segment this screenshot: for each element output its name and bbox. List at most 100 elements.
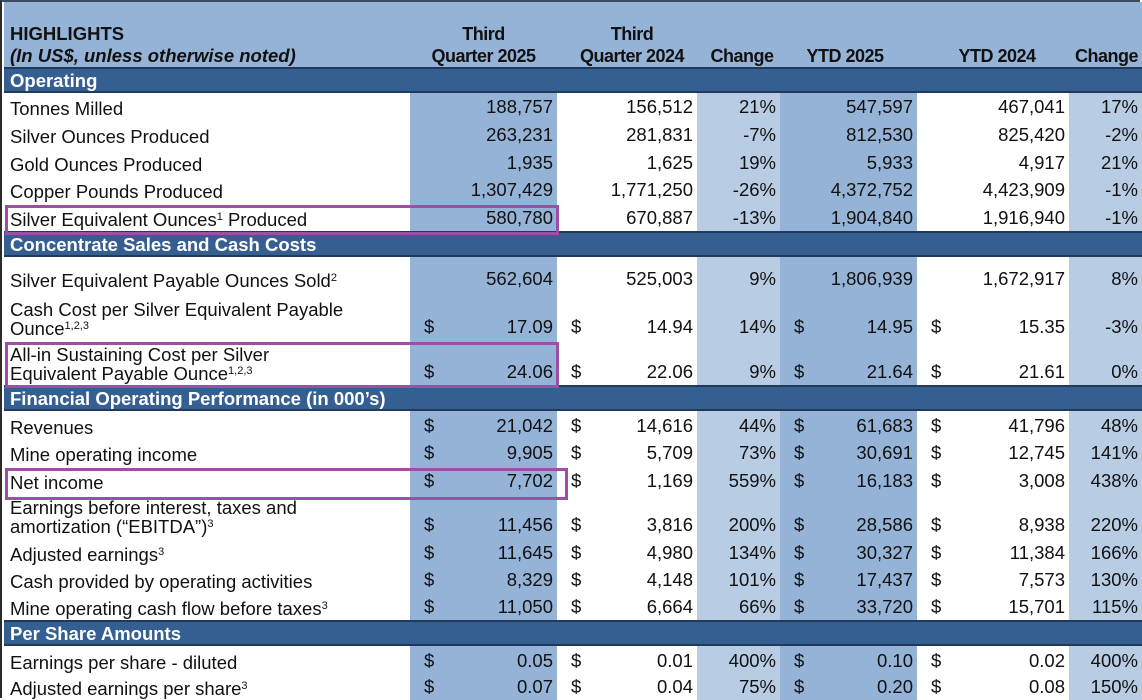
cell-value: 21%: [1100, 152, 1138, 173]
cell-value: 61,683: [856, 415, 913, 436]
cell-change-ytd: 150%: [1069, 674, 1142, 700]
cell-q3-2025: $0.05: [410, 646, 557, 674]
cell-value: 30,691: [856, 442, 913, 463]
cell-value: -1%: [1105, 179, 1138, 200]
cell-value: 0.20: [876, 676, 913, 697]
currency-symbol: $: [424, 361, 435, 382]
cell-value: 17,437: [856, 569, 913, 590]
currency-symbol: $: [931, 676, 942, 697]
cell-q3-2024: $4,148: [557, 566, 697, 593]
row-label-text: Mine operating income: [10, 445, 197, 464]
cell-value: 825,420: [998, 124, 1065, 145]
row-label-line1: Silver Equivalent Payable Ounces Sold: [10, 270, 331, 291]
cell-ytd-2024: $11,384: [917, 538, 1069, 566]
table-row-mine-operating-cash-flow-before-taxes: Mine operating cash flow before taxes3 $1…: [4, 593, 1142, 620]
row-label-text: All-in Sustaining Cost per Silver Equival…: [10, 345, 269, 383]
col-header-line1: Third: [610, 24, 654, 44]
currency-symbol: $: [794, 596, 805, 617]
cell-value: 130%: [1090, 569, 1138, 590]
cell-change-ytd: 48%: [1069, 411, 1142, 439]
cell-change-quarter: 134%: [697, 538, 780, 566]
cell-change-ytd: 166%: [1069, 538, 1142, 566]
cell-value: 21%: [738, 96, 776, 117]
cell-change-quarter: -7%: [697, 120, 780, 148]
footnote-marker: 1: [216, 211, 223, 223]
cell-change-ytd: 8%: [1069, 257, 1142, 292]
row-label-line1: Earnings before interest, taxes and: [10, 497, 297, 518]
row-label-text: Tonnes Milled: [10, 99, 123, 118]
row-label-text: Cash provided by operating activities: [10, 572, 312, 591]
footnote-marker: 2: [330, 272, 337, 284]
cell-value: 7,702: [506, 470, 553, 491]
cell-value: 30,327: [856, 542, 913, 563]
currency-symbol: $: [424, 650, 435, 671]
cell-value: 5,709: [646, 442, 693, 463]
col-header-line2: Change: [1074, 46, 1139, 66]
cell-value: 1,904,840: [830, 207, 913, 228]
cell-change-ytd: -3%: [1069, 292, 1142, 340]
header-title-block: HIGHLIGHTS (In US$, unless otherwise not…: [10, 23, 296, 67]
cell-change-ytd: 141%: [1069, 439, 1142, 466]
cell-q3-2025: $11,050: [410, 593, 557, 620]
cell-value: 400%: [1090, 650, 1138, 671]
cell-ytd-2025: $17,437: [780, 566, 917, 593]
cell-ytd-2025: 547,597: [780, 93, 917, 120]
cell-value: -26%: [732, 179, 776, 200]
cell-value: 400%: [728, 650, 776, 671]
cell-ytd-2024: $7,573: [917, 566, 1069, 593]
header-title: HIGHLIGHTS: [10, 23, 125, 44]
row-label-line1: Mine operating cash flow before taxes: [10, 598, 322, 619]
cell-value: 28,586: [856, 514, 913, 535]
row-label: Silver Equivalent Payable Ounces Sold2: [4, 257, 410, 292]
row-label: Mine operating cash flow before taxes3: [4, 593, 410, 620]
currency-symbol: $: [424, 415, 435, 436]
col-header-q3-2025: Third Quarter 2025: [410, 23, 557, 67]
cell-q3-2024: $5,709: [557, 439, 697, 466]
currency-symbol: $: [571, 569, 582, 590]
cell-change-quarter: 21%: [697, 93, 780, 120]
cell-ytd-2024: $15.35: [917, 292, 1069, 340]
cell-ytd-2024: $3,008: [917, 466, 1069, 494]
currency-symbol: $: [571, 650, 582, 671]
cell-value: 166%: [1090, 542, 1138, 563]
cell-ytd-2024: $0.08: [917, 674, 1069, 700]
currency-symbol: $: [424, 514, 435, 535]
col-header-line2: Change: [710, 46, 774, 66]
cell-value: 200%: [728, 514, 776, 535]
row-label: Gold Ounces Produced: [4, 148, 410, 176]
cell-value: 812,530: [846, 124, 913, 145]
cell-ytd-2025: $28,586: [780, 494, 917, 538]
cell-change-quarter: 200%: [697, 494, 780, 538]
currency-symbol: $: [931, 542, 942, 563]
col-header-line2: Quarter 2025: [431, 46, 536, 66]
table-row-earnings-per-share-diluted: Earnings per share - diluted $0.05 $0.01 40…: [4, 646, 1142, 674]
cell-value: 15.35: [1018, 316, 1065, 337]
cell-q3-2025: $17.09: [410, 292, 557, 340]
cell-change-ytd: 17%: [1069, 93, 1142, 120]
currency-symbol: $: [794, 676, 805, 697]
cell-change-quarter: 14%: [697, 292, 780, 340]
row-label-text: Revenues: [10, 418, 93, 437]
cell-q3-2024: 281,831: [557, 120, 697, 148]
currency-symbol: $: [571, 676, 582, 697]
currency-symbol: $: [794, 542, 805, 563]
table-row-net-income: Net income $7,702 $1,169 559% $16,183 $3,008 4…: [4, 466, 1142, 494]
row-label-line1: Net income: [10, 472, 104, 493]
cell-value: 3,008: [1018, 470, 1065, 491]
row-label-text: Copper Pounds Produced: [10, 182, 223, 201]
cell-value: 559%: [728, 470, 776, 491]
currency-symbol: $: [424, 470, 435, 491]
cell-change-quarter: -26%: [697, 176, 780, 203]
cell-value: 12,745: [1008, 442, 1065, 463]
table-row-copper-pounds-produced: Copper Pounds Produced 1,307,429 1,771,250…: [4, 176, 1142, 203]
cell-value: 141%: [1090, 442, 1138, 463]
table-row-silver-equivalent-ounces: Silver Equivalent Ounces1 Produced 580,78…: [4, 203, 1142, 231]
cell-q3-2025: $9,905: [410, 439, 557, 466]
cell-value: 14.95: [866, 316, 913, 337]
row-label-line1: Gold Ounces Produced: [10, 154, 203, 175]
currency-symbol: $: [931, 442, 942, 463]
cell-ytd-2024: 4,917: [917, 148, 1069, 176]
cell-value: 670,887: [626, 207, 693, 228]
row-label-line2: Ounce1,2,3: [10, 319, 343, 338]
row-label-line2-text: amortization (“EBITDA”): [10, 516, 208, 537]
